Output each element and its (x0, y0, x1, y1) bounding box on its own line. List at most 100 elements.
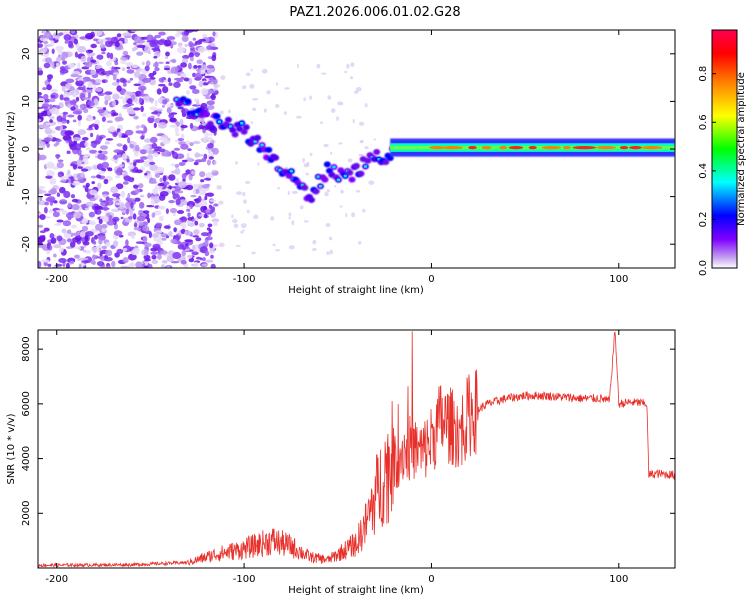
spectrogram-noise-blob (207, 136, 213, 142)
spectrogram-noise-blob (312, 248, 317, 251)
spectrogram-noise-blob (326, 251, 330, 255)
spectrogram-noise-blob (150, 115, 155, 119)
spectrogram-noise-blob (38, 185, 46, 190)
colorbar-tick-label: 0.6 (698, 114, 709, 130)
spectrogram-noise-blob (240, 230, 244, 234)
spectrogram-band-peak (572, 146, 597, 150)
spectrogram-noise-blob (44, 45, 48, 52)
spectrogram-noise-blob (210, 93, 216, 101)
spectrogram-noise-blob (106, 120, 113, 123)
spectrogram-noise-blob (176, 46, 186, 54)
spectrogram-noise-blob (167, 77, 171, 83)
spectrogram-noise-blob (92, 254, 96, 261)
spectrogram-noise-blob (54, 108, 60, 116)
spectrogram-noise-blob (138, 210, 144, 213)
spectrogram-noise-blob (85, 249, 91, 254)
spectrogram-ridge-peak (260, 143, 264, 147)
spectrogram-noise-blob (120, 59, 127, 64)
spectrogram-noise-blob (194, 98, 199, 102)
spectrogram-noise-blob (172, 212, 176, 217)
spectrogram-noise-blob (110, 186, 119, 194)
spectrogram-noise-blob (202, 206, 208, 211)
spectrogram-ridge-blob (202, 111, 210, 118)
spectrogram-noise-blob (200, 69, 205, 75)
spectrogram-noise-blob (98, 170, 106, 175)
spectrogram-noise-blob (90, 43, 97, 49)
spectrogram-noise-blob (212, 31, 216, 37)
spectrogram-noise-blob (104, 100, 109, 106)
spectrogram-noise-blob (72, 119, 77, 123)
spectrogram-ridge-blob (184, 98, 192, 105)
spectrogram-noise-blob (154, 200, 159, 204)
spectrogram-noise-blob (181, 159, 188, 163)
spectrogram-noise-blob (61, 120, 67, 124)
spectrogram-noise-blob (89, 149, 98, 154)
spectrogram-noise-blob (105, 60, 113, 67)
spectrogram-noise-blob (158, 148, 166, 153)
spectrogram-noise-blob (189, 85, 197, 90)
spectrogram-noise-blob (97, 153, 106, 160)
spectrogram-noise-blob (43, 40, 49, 44)
spectrogram-noise-blob (77, 78, 84, 82)
spectrogram-noise-blob (194, 220, 199, 226)
spectrogram-noise-blob (68, 138, 72, 144)
spectrogram-noise-blob (61, 56, 65, 61)
spectrogram-noise-blob (344, 70, 348, 74)
spectrogram-noise-blob (179, 118, 184, 126)
spectrogram-noise-blob (339, 205, 343, 208)
spectrogram-noise-blob (56, 62, 60, 67)
spectrogram-noise-blob (199, 187, 207, 194)
spectrogram-ridge-peak (195, 113, 199, 116)
spectrogram-band-peak (441, 146, 464, 150)
spectrogram-noise-blob (169, 207, 178, 214)
spectrogram-noise-blob (77, 119, 82, 127)
spectrogram-noise-blob (89, 197, 96, 202)
spectrogram-noise-blob (182, 178, 186, 183)
spectrogram-noise-blob (151, 254, 157, 260)
spectrogram-noise-blob (203, 177, 211, 181)
spectrogram-noise-blob (82, 85, 86, 91)
colorbar-ticks: 0.0 0.2 0.4 0.6 0.8 (698, 66, 716, 276)
spectrogram-ridge-peak (336, 178, 341, 182)
spectrogram-ridge-peak (316, 175, 321, 179)
spectrogram-noise-blob (67, 103, 72, 109)
spectrogram-noise-blob (194, 154, 204, 157)
spectrogram-noise-blob (63, 190, 71, 199)
spectrogram-noise-blob (125, 239, 129, 247)
spectrogram-noise-blob (113, 154, 118, 160)
spectrogram-noise-blob (128, 177, 135, 183)
spectrogram-noise-blob (58, 32, 64, 36)
spectrogram-band-peak (541, 146, 562, 150)
spectrogram-noise-blob (133, 71, 141, 78)
spectrogram-noise-blob (144, 258, 151, 262)
spectrogram-noise-blob (128, 263, 134, 268)
spectrogram-noise-blob (309, 152, 313, 157)
spectrogram-noise-blob (58, 258, 67, 263)
spectrogram-noise-blob (299, 205, 304, 210)
spectrogram-noise-blob (43, 93, 49, 100)
x-tick-label: 100 (609, 274, 628, 285)
y-tick-label: 8000 (21, 336, 32, 361)
spectrogram-noise-blob (144, 172, 148, 176)
y-tick-label: 10 (21, 95, 32, 108)
spectrogram-noise-blob (39, 196, 43, 202)
spectrogram-noise-blob (159, 215, 164, 222)
spectrogram-noise-blob (117, 154, 122, 159)
spectrogram-noise-blob (104, 141, 111, 145)
spectrogram-noise-blob (142, 145, 151, 150)
spectrogram-noise-blob (116, 85, 122, 92)
spectrogram-noise-blob (136, 44, 146, 49)
spectrogram-noise-blob (340, 102, 344, 106)
spectrogram-noise-blob (93, 240, 97, 245)
spectrogram-noise-blob (206, 159, 211, 166)
spectrogram-noise-blob (72, 110, 82, 115)
spectrogram-noise-blob (251, 251, 256, 255)
spectrogram-noise-blob (163, 225, 171, 229)
spectrogram-noise-blob (38, 69, 44, 76)
spectrogram-noise-blob (70, 73, 79, 78)
spectrogram-ridge-blob (346, 169, 354, 176)
spectrogram-noise-blob (112, 74, 117, 81)
spectrogram-noise-blob (346, 63, 350, 69)
spectrogram-noise-blob (71, 232, 80, 236)
